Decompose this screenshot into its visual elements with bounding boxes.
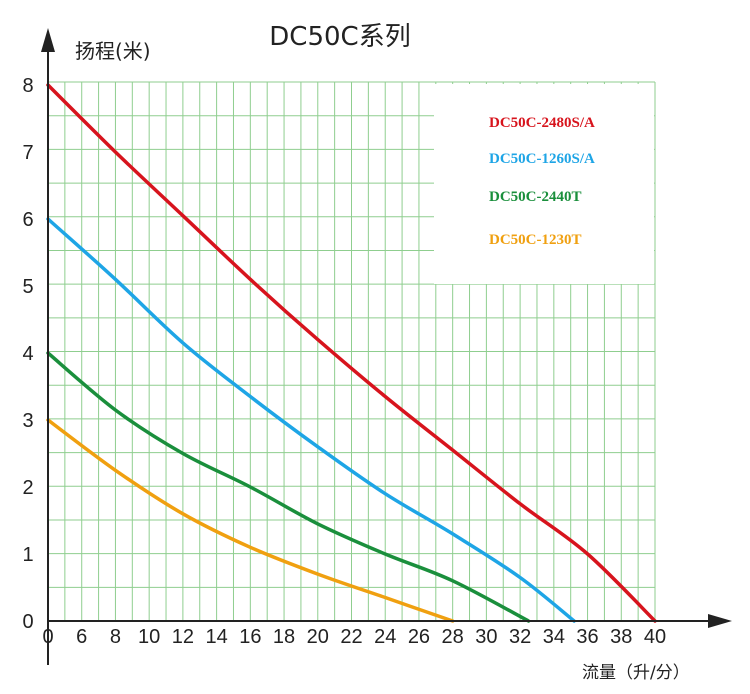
y-tick-label: 7	[22, 142, 33, 164]
y-tick-label: 2	[22, 477, 33, 499]
x-tick-label: 10	[138, 626, 160, 648]
series-line-dc50c-2440t	[46, 351, 531, 623]
y-tick-label: 4	[22, 343, 33, 365]
series-line-dc50c-1260s-a	[46, 217, 576, 623]
x-tick-label: 0	[42, 626, 53, 648]
x-tick-label: 24	[374, 626, 396, 648]
legend-entry: DC50C-1260S/A	[489, 151, 595, 167]
x-tick-label: 28	[442, 626, 464, 648]
x-tick-label: 6	[76, 626, 87, 648]
x-tick-label: 16	[239, 626, 261, 648]
x-tick-label: 14	[205, 626, 227, 648]
x-tick-label: 38	[610, 626, 632, 648]
chart-axes	[41, 28, 732, 665]
chart-legend: DC50C-2480S/A DC50C-1260S/A DC50C-2440T DC5…	[489, 115, 595, 248]
legend-background	[434, 84, 654, 284]
chart-title: DC50C系列	[269, 22, 410, 52]
y-axis-label: 扬程(米)	[75, 39, 151, 63]
y-axis-arrow-icon	[41, 28, 55, 52]
x-axis-arrow-icon	[708, 614, 732, 628]
y-tick-label: 3	[22, 410, 33, 432]
legend-entry: DC50C-2440T	[489, 189, 582, 205]
x-tick-label: 18	[273, 626, 295, 648]
chart-series	[46, 83, 657, 623]
x-tick-label: 12	[172, 626, 194, 648]
y-tick-label: 0	[22, 611, 33, 633]
x-tick-label: 36	[576, 626, 598, 648]
x-tick-label: 22	[340, 626, 362, 648]
x-tick-label: 34	[543, 626, 565, 648]
x-tick-label: 8	[110, 626, 121, 648]
x-tick-label: 20	[307, 626, 329, 648]
series-line-dc50c-1230t	[46, 418, 455, 623]
x-tick-label: 32	[509, 626, 531, 648]
x-axis-label: 流量（升/分）	[582, 663, 690, 683]
y-tick-label: 1	[22, 544, 33, 566]
series-line-dc50c-2480s-a	[46, 83, 657, 623]
chart-tick-labels: 0 6 8 10 12 14 16 18 20 22 24 26 28 30 32 34 36 38 4001234…	[22, 75, 666, 648]
y-tick-label: 8	[22, 75, 33, 97]
x-tick-label: 40	[644, 626, 666, 648]
x-tick-label: 26	[408, 626, 430, 648]
x-tick-label: 30	[475, 626, 497, 648]
legend-entry: DC50C-1230T	[489, 232, 582, 248]
y-tick-label: 6	[22, 209, 33, 231]
legend-entry: DC50C-2480S/A	[489, 115, 595, 131]
y-tick-label: 5	[22, 276, 33, 298]
